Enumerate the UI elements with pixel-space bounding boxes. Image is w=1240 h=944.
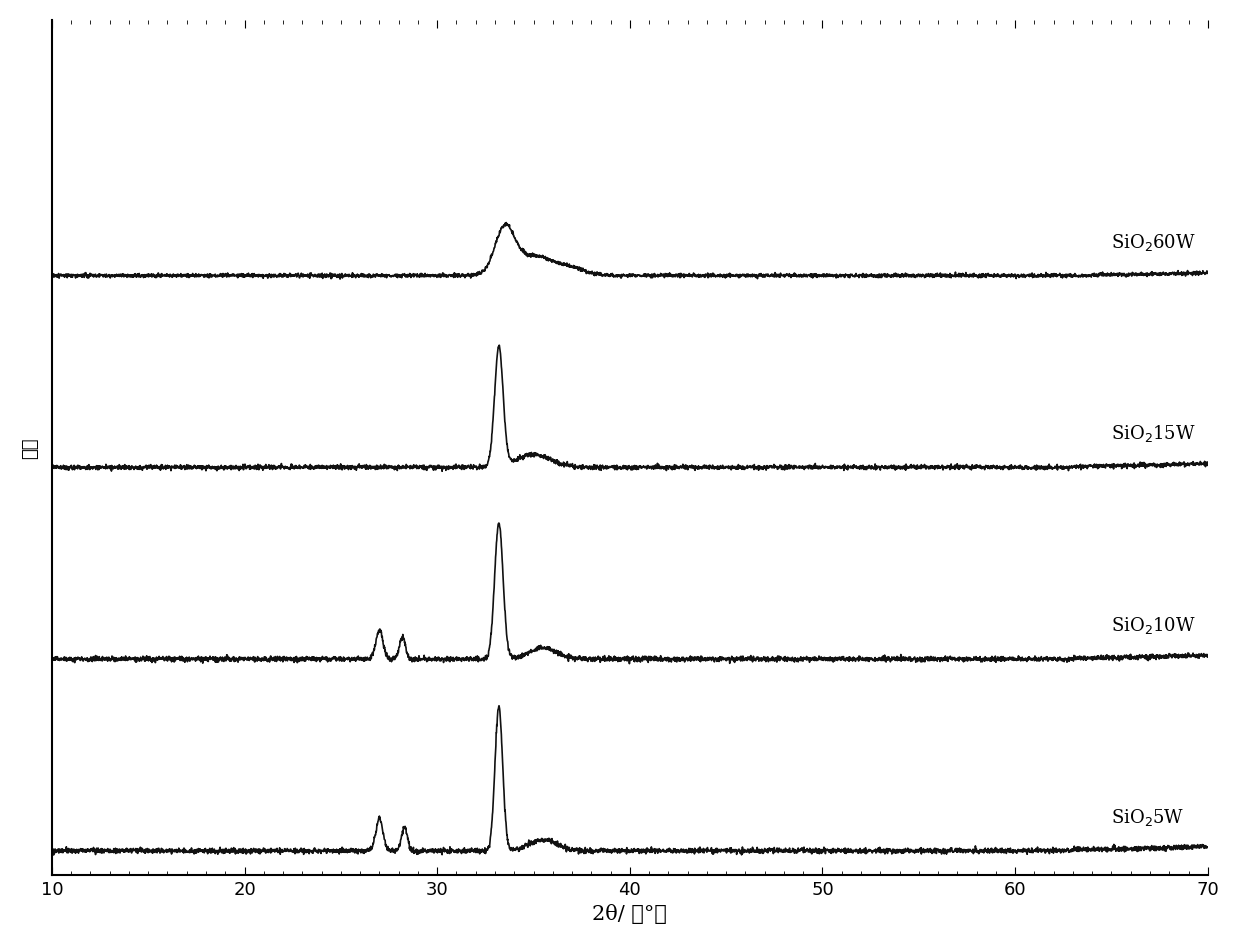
Y-axis label: 强度: 强度 [21, 437, 38, 459]
Text: SiO$_2$60W: SiO$_2$60W [1111, 231, 1197, 252]
X-axis label: 2θ/ （°）: 2θ/ （°） [593, 903, 667, 923]
Text: SiO$_2$10W: SiO$_2$10W [1111, 615, 1197, 635]
Text: SiO$_2$15W: SiO$_2$15W [1111, 423, 1197, 444]
Text: SiO$_2$5W: SiO$_2$5W [1111, 806, 1185, 827]
